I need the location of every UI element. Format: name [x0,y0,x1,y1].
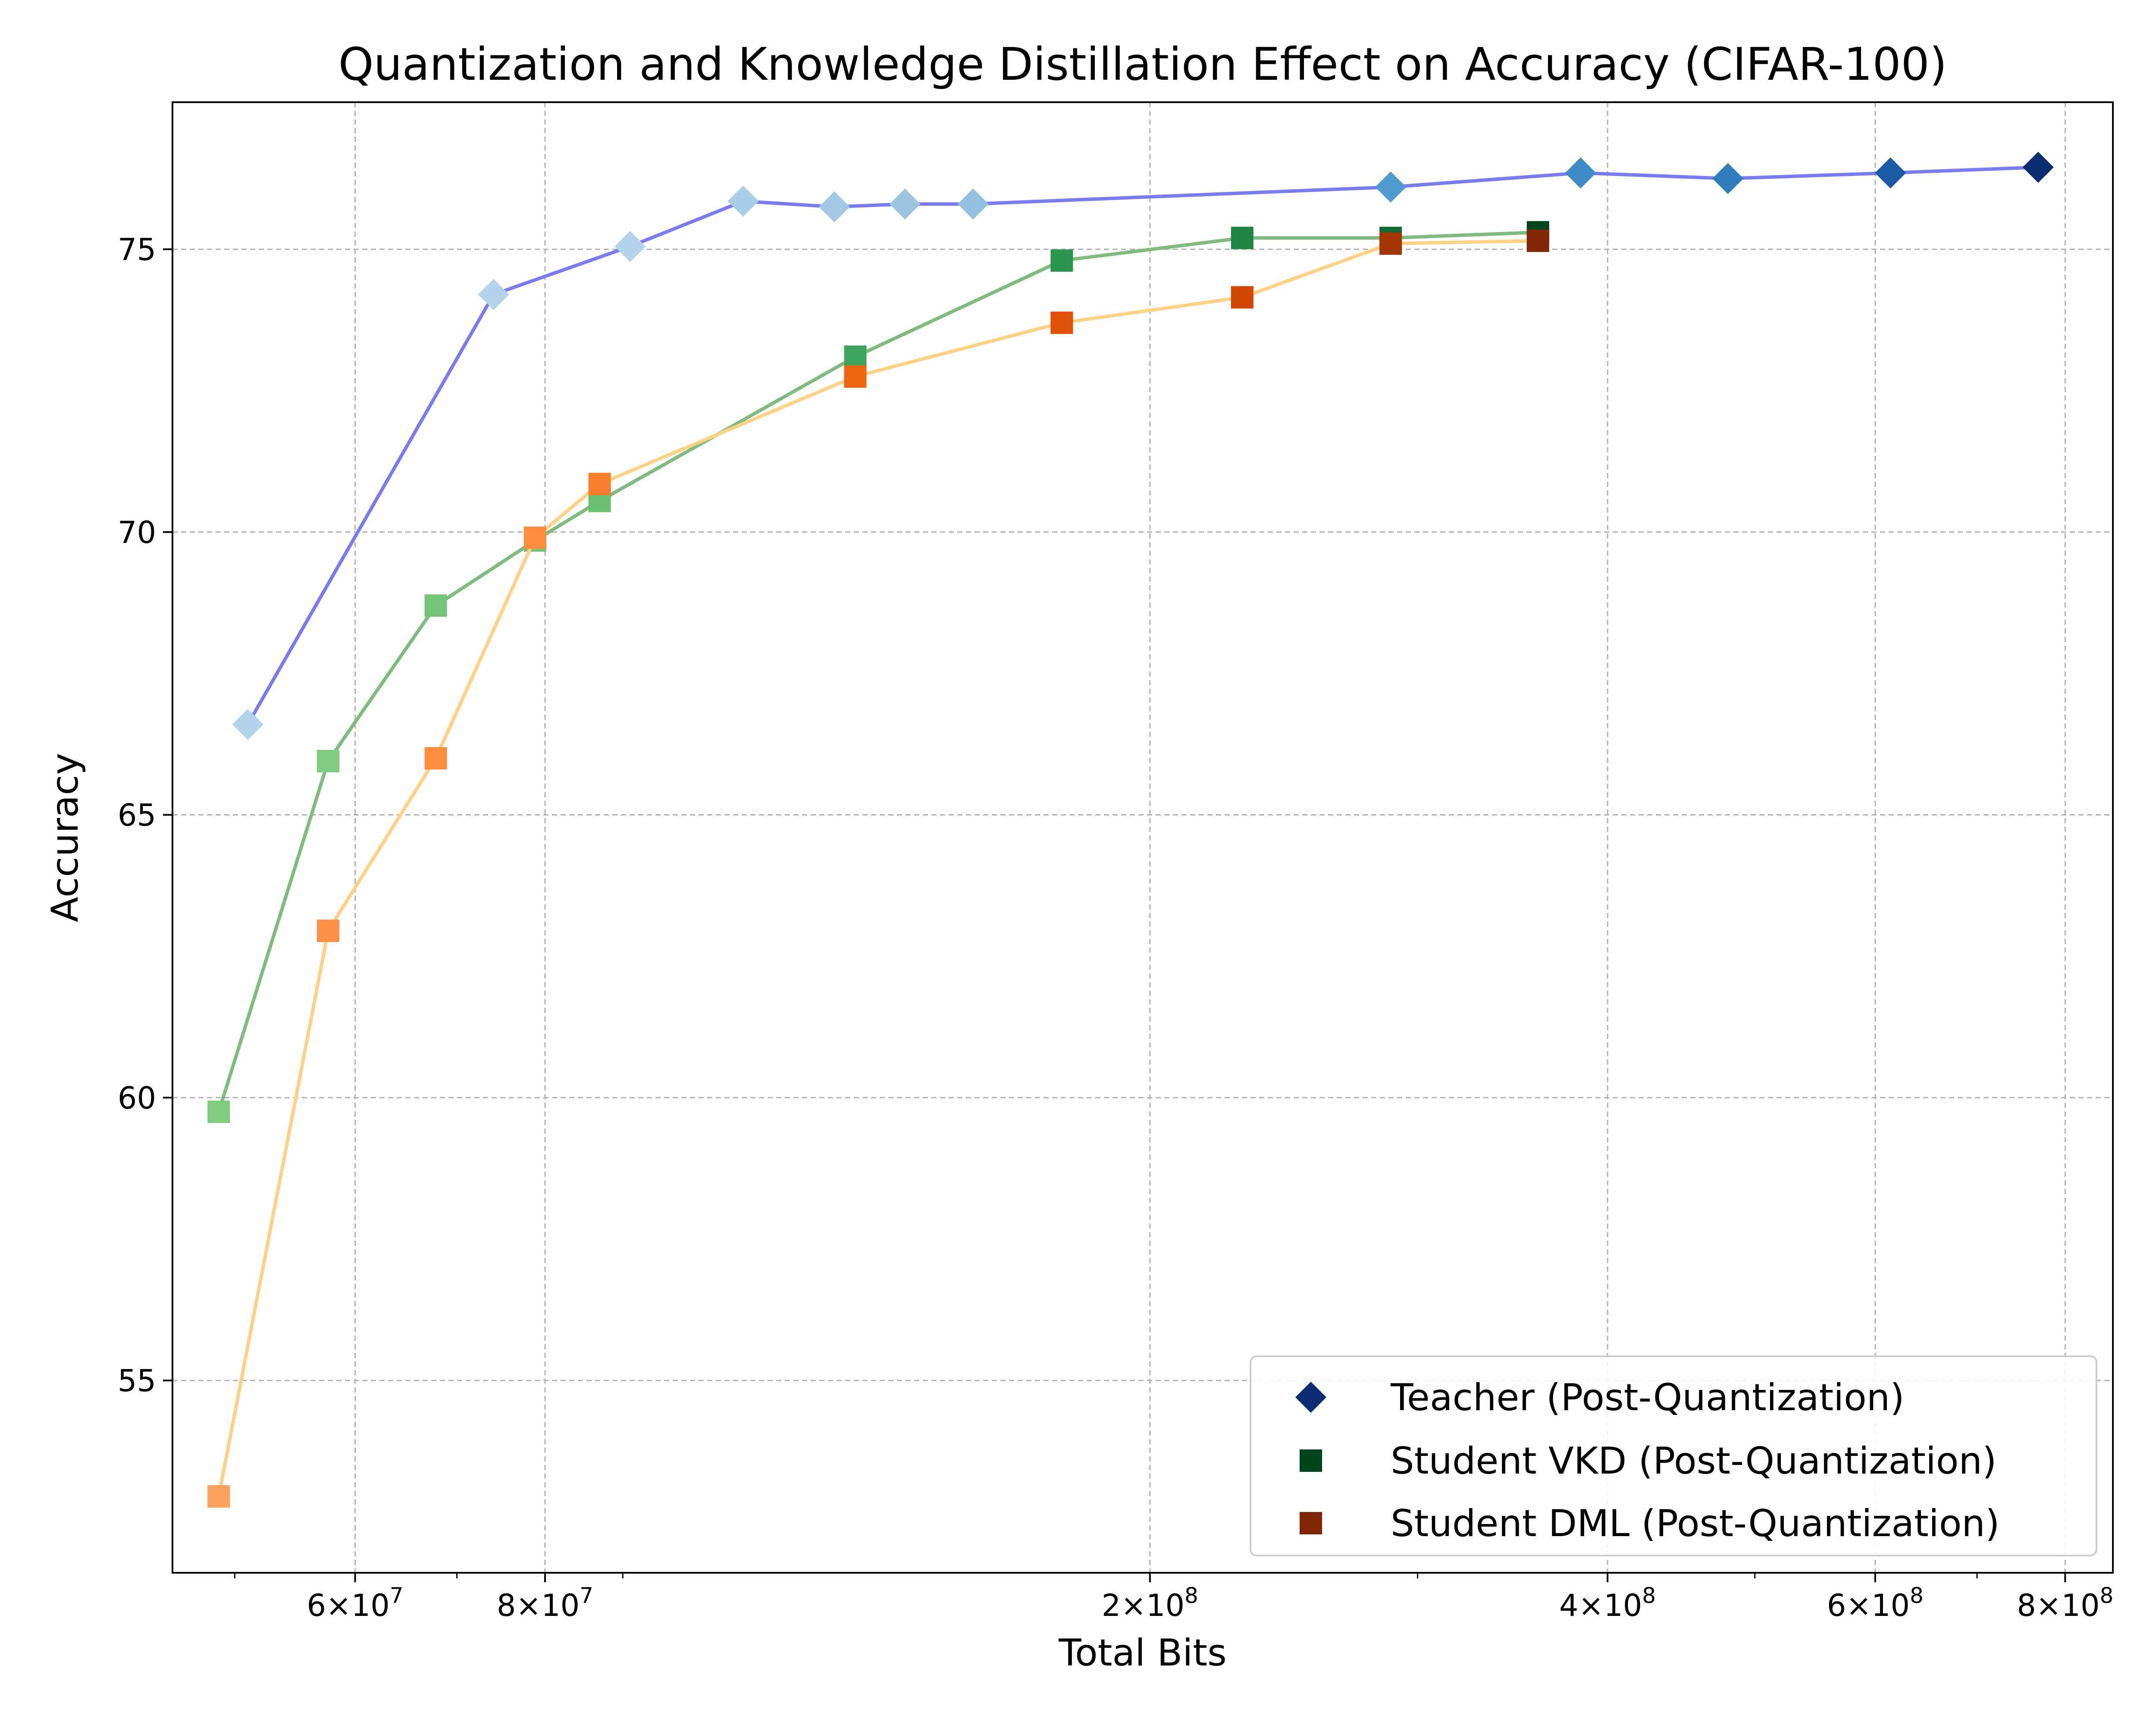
data-point [424,747,447,770]
data-point [1231,226,1253,249]
data-point [889,188,921,220]
data-point [957,188,989,220]
legend-label: Student VKD (Post-Quantization) [1391,1440,1996,1483]
data-point [523,526,546,549]
data-point [424,594,447,617]
x-tick-label: 8×108 [2017,1583,2113,1623]
data-point [1565,157,1596,188]
data-point [1050,249,1073,272]
data-point [1231,286,1253,309]
data-point [478,279,509,310]
legend-marker [1300,1512,1322,1534]
data-point [232,709,263,740]
series-line [246,165,2038,725]
x-tick-label: 2×108 [1102,1583,1198,1623]
legend-label: Teacher (Post-Quantization) [1390,1376,1905,1419]
data-point [844,345,867,368]
legend: Teacher (Post-Quantization) Student VKD (… [1250,1355,2097,1556]
legend-label: Student DML (Post-Quantization) [1391,1502,1999,1545]
data-point [844,365,867,388]
data-point [1712,163,1744,194]
data-point [588,473,611,496]
x-tick-label: 6×108 [1827,1583,1924,1623]
legend-marker [1295,1382,1326,1413]
series-1 [232,151,2054,740]
data-point [2022,151,2054,183]
x-tick-label: 6×107 [307,1583,403,1623]
data-point [1526,229,1549,252]
y-tick-label: 75 [118,232,156,267]
data-point [317,750,340,772]
data-point [1375,171,1407,203]
axes: 55 60 65 70 75 6×107 8×107 2×108 4×108 6×108 8×108 [118,232,2113,1623]
data-point [207,1485,230,1508]
series-3 [207,229,1549,1508]
data-point [207,1101,230,1123]
plot-frame [172,101,2114,1574]
y-tick-label: 55 [118,1363,156,1399]
x-tick-label: 4×108 [1559,1583,1656,1623]
data-point [317,919,340,942]
x-tick-label: 8×107 [497,1583,593,1623]
data-point [1379,232,1402,255]
y-tick-label: 60 [118,1080,156,1116]
data-point [818,191,850,223]
x-axis-label: Total Bits [1058,1631,1227,1675]
grid [172,102,2113,1573]
legend-marker [1300,1449,1322,1472]
series-layer [207,151,2054,1508]
data-point [727,185,759,217]
y-tick-label: 70 [118,515,156,550]
y-tick-label: 65 [118,798,156,833]
data-point [614,231,646,262]
chart-title: Quantization and Knowledge Distillation … [338,38,1947,91]
data-point [1050,311,1073,334]
legend-frame [1250,1355,2097,1556]
y-axis-label: Accuracy [44,753,87,922]
series-line [217,239,1538,1497]
data-point [1875,157,1906,188]
